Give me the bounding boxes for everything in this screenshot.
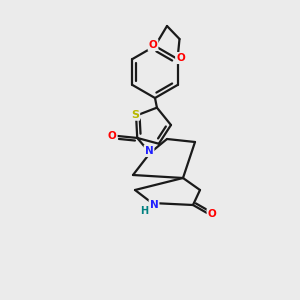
Text: O: O [176,53,185,63]
Text: O: O [148,40,158,50]
Text: O: O [208,209,216,219]
Text: H: H [140,206,148,216]
Text: N: N [145,146,153,156]
Text: O: O [108,131,117,141]
Text: S: S [131,110,139,120]
Text: N: N [150,200,158,210]
